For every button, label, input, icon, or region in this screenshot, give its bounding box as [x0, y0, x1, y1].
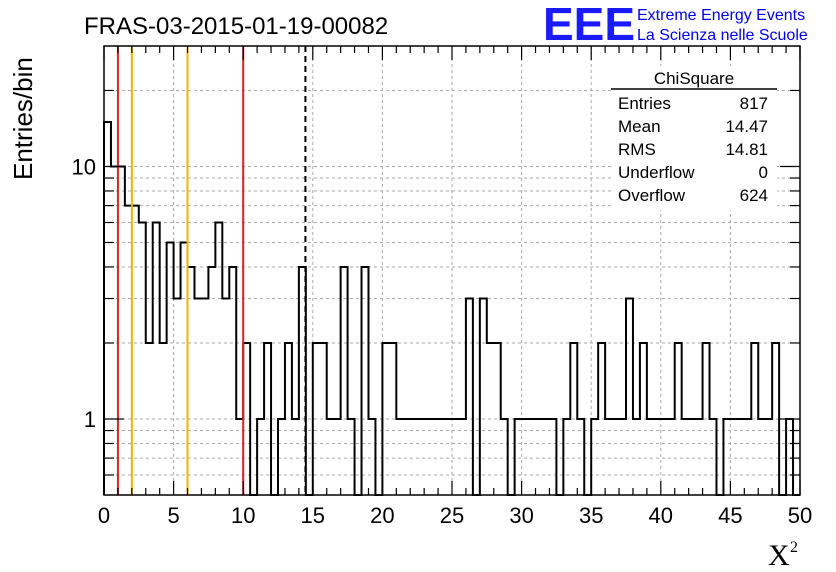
grid-layer — [104, 46, 800, 495]
axes-layer: 0 5 10 15 20 25 30 35 40 45 50 1 10 — [72, 45, 812, 528]
stats-row-value: 14.47 — [725, 117, 768, 136]
stats-row-label: Underflow — [618, 163, 695, 182]
vertical-lines-layer — [116, 46, 307, 495]
stats-box: ChiSquare Entries 817 Mean 14.47 RMS 14.81 Und… — [611, 66, 777, 210]
x-tick-label: 45 — [718, 503, 742, 528]
logo-line-1: Extreme Energy Events — [637, 7, 805, 24]
x-axis-label: X 2 — [768, 539, 798, 572]
stats-title: ChiSquare — [654, 69, 734, 88]
stats-row-label: RMS — [618, 140, 656, 159]
x-tick-label: 50 — [788, 503, 812, 528]
x-tick-label: 40 — [649, 503, 673, 528]
x-axis-label-symbol: X — [768, 539, 790, 572]
y-axis-label: Entries/bin — [8, 57, 38, 180]
x-axis-label-superscript: 2 — [790, 539, 798, 556]
x-tick-label: 20 — [370, 503, 394, 528]
histogram-outline — [103, 121, 800, 496]
chart-title: FRAS-03-2015-01-19-00082 — [84, 13, 388, 40]
stats-row-value: 624 — [740, 186, 768, 205]
x-tick-label: 25 — [440, 503, 464, 528]
logo-line-2: La Scienza nelle Scuole — [637, 27, 808, 44]
x-tick-label: 10 — [231, 503, 255, 528]
histogram-layer — [103, 121, 800, 496]
stats-row-label: Overflow — [618, 186, 686, 205]
x-tick-label: 30 — [509, 503, 533, 528]
stats-box-background — [611, 66, 777, 210]
stats-row-label: Entries — [618, 94, 671, 113]
y-tick-label: 10 — [72, 154, 96, 179]
stats-rows: Entries 817 Mean 14.47 RMS 14.81 Underflow 0 Ove… — [618, 94, 768, 205]
x-tick-label: 0 — [98, 503, 110, 528]
stats-row-value: 817 — [740, 94, 768, 113]
x-tick-label: 5 — [167, 503, 179, 528]
eee-logo: EEE Extreme Energy Events La Scienza nel… — [543, 0, 808, 50]
x-tick-label: 15 — [301, 503, 325, 528]
eee-logo-mark: EEE — [543, 0, 635, 50]
stats-row-value: 14.81 — [725, 140, 768, 159]
y-tick-label: 1 — [84, 407, 96, 432]
stats-row-value: 0 — [759, 163, 768, 182]
stats-row-label: Mean — [618, 117, 661, 136]
x-tick-label: 35 — [579, 503, 603, 528]
